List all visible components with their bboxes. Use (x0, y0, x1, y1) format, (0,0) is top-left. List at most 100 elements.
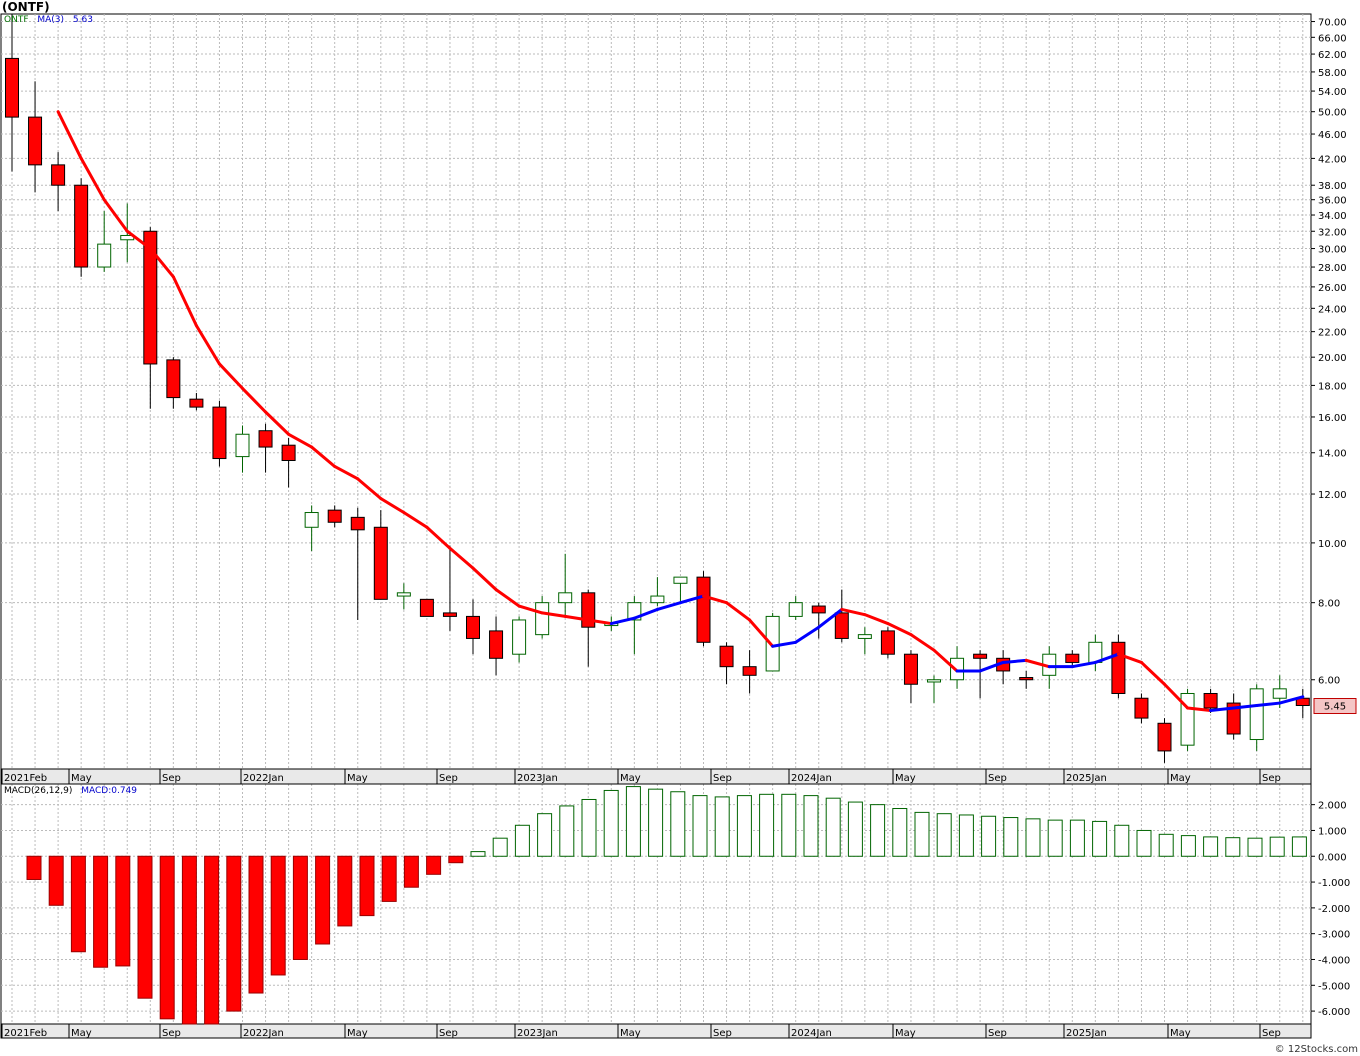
candle-body (903, 653, 918, 685)
ma-line-segment (79, 156, 106, 202)
macd-bar (692, 795, 708, 857)
macd-bar (159, 855, 175, 1020)
macd-bar (1047, 819, 1063, 857)
ma-line-segment (56, 110, 83, 160)
ma-line-segment (517, 604, 544, 615)
ma-line-segment (1255, 701, 1282, 708)
macd-bar (248, 855, 264, 994)
ma-line-segment (632, 607, 659, 620)
price-tick-label: 10.00 (1318, 539, 1347, 550)
macd-x-label: Sep (713, 1028, 732, 1039)
price-tick-label: 22.00 (1318, 328, 1347, 339)
ma-line-segment (932, 648, 959, 673)
ma-line-segment (148, 247, 175, 279)
macd-bar (492, 837, 508, 857)
macd-x-label: Sep (1262, 1028, 1281, 1039)
ma-line-segment (448, 546, 475, 570)
macd-x-label: Sep (162, 1028, 181, 1039)
macd-bar (914, 811, 930, 857)
candle-body (1065, 653, 1080, 663)
candle-body (811, 605, 826, 614)
macd-bar (1203, 836, 1219, 857)
candle-body (558, 592, 573, 604)
macd-bar (581, 798, 597, 857)
price-x-label: Sep (439, 773, 458, 784)
candle-body (1249, 688, 1264, 741)
ma-line-segment (1139, 660, 1166, 686)
price-x-label: 2025Jan (1066, 773, 1107, 784)
ma-line-segment (1232, 704, 1259, 710)
ma-line-segment (287, 432, 314, 449)
macd-bar (1025, 818, 1041, 857)
macd-bar (137, 855, 153, 999)
price-tick-label: 46.00 (1318, 130, 1347, 141)
candle-body (512, 619, 527, 655)
ma-line-segment (840, 607, 867, 617)
ma-line-segment (886, 622, 913, 637)
price-tick-label: 24.00 (1318, 304, 1347, 315)
candle-body (51, 164, 66, 186)
ma-line-segment (586, 618, 613, 626)
price-tick-label: 36.00 (1318, 196, 1347, 207)
macd-bar (648, 788, 664, 857)
macd-bar (1158, 833, 1174, 857)
ma-line-segment (264, 410, 291, 436)
macd-x-label: 2023Jan (517, 1028, 558, 1039)
ma-line-segment (1209, 706, 1236, 712)
candle-body (419, 598, 434, 617)
ma-line-segment (909, 633, 936, 652)
candle-body (1157, 722, 1172, 752)
price-x-label: 2024Jan (791, 773, 832, 784)
macd-bar (1225, 837, 1241, 857)
macd-bar (670, 791, 686, 857)
macd-bar (981, 815, 997, 857)
macd-x-label: May (895, 1028, 916, 1039)
price-x-axis-band (0, 768, 1312, 785)
candle-body (765, 615, 780, 672)
macd-bar (825, 797, 841, 857)
ma-line-segment (1116, 652, 1143, 664)
macd-bar (381, 855, 397, 902)
price-tick-label: 70.00 (1318, 18, 1347, 29)
macd-tick-label: -5.000 (1318, 981, 1350, 992)
candle-body (788, 602, 803, 617)
ma-line-segment (863, 613, 890, 626)
candle-body (5, 57, 19, 118)
price-x-label: May (71, 773, 92, 784)
ma-line-segment (771, 640, 798, 648)
macd-tick-label: -3.000 (1318, 930, 1350, 941)
macd-bar (26, 855, 42, 880)
price-tick-label: 26.00 (1318, 283, 1347, 294)
candle-body (281, 444, 296, 462)
price-tick-label: 18.00 (1318, 381, 1347, 392)
macd-bar (714, 796, 730, 857)
footer-credit: © 12Stocks.com (1274, 1044, 1358, 1055)
ma-line-segment (102, 198, 129, 233)
candle-body (189, 398, 204, 408)
candle-body (1111, 641, 1126, 694)
ma-line-segment (217, 362, 244, 390)
candle-body (1226, 702, 1241, 735)
price-tick-label: 58.00 (1318, 68, 1347, 79)
macd-bar (426, 855, 442, 875)
candle-body (442, 612, 457, 617)
candle-body (673, 576, 688, 584)
price-x-label: Sep (988, 773, 1007, 784)
macd-bar (803, 795, 819, 857)
ma-line-segment (471, 566, 498, 592)
price-tick-label: 34.00 (1318, 211, 1347, 222)
macd-tick-label: -2.000 (1318, 904, 1350, 915)
macd-bar (781, 793, 797, 857)
candle-body (212, 406, 227, 460)
candle-body (235, 433, 250, 458)
candle-body (719, 645, 734, 668)
candle-body (166, 359, 181, 399)
price-tick-label: 62.00 (1318, 50, 1347, 61)
macd-legend: MACD(26,12,9) MACD:0.749 (4, 786, 137, 796)
candle-body (304, 512, 319, 528)
ma-line-segment (1278, 695, 1305, 705)
macd-bar (537, 813, 553, 857)
ma-line-segment (1186, 706, 1213, 712)
candle-body (396, 592, 411, 597)
candle-body (1134, 697, 1149, 719)
